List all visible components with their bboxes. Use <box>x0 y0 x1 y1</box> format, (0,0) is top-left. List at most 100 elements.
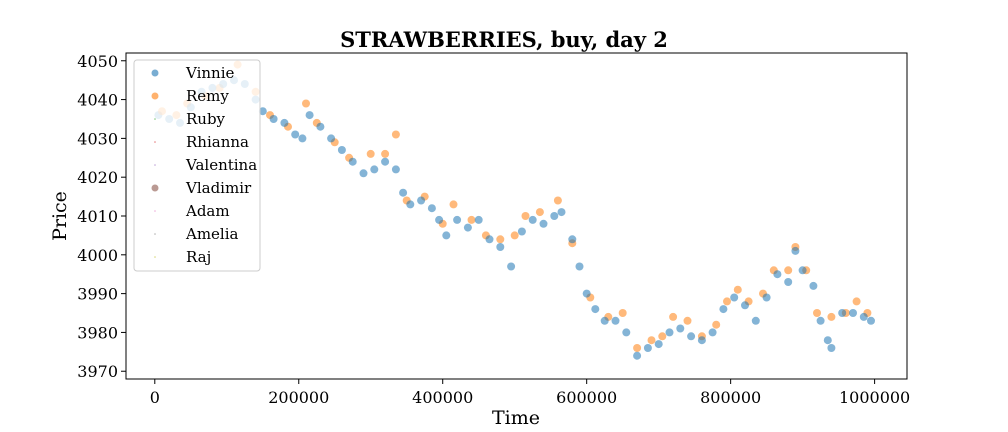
data-point-remy <box>496 235 505 244</box>
data-point-vinnie <box>591 305 600 314</box>
legend-label: Ruby <box>186 110 226 128</box>
x-axis-ticks: 0 200000 400000 600000 800000 1000000 <box>150 379 910 407</box>
data-point-vinnie <box>381 157 390 166</box>
legend-marker <box>151 69 159 77</box>
x-axis-label: Time <box>492 407 540 429</box>
data-point-vinnie <box>463 223 472 232</box>
legend-label: Adam <box>185 202 230 220</box>
data-point-vinnie <box>453 215 462 224</box>
data-point-vinnie <box>633 351 642 360</box>
data-point-vinnie <box>485 235 494 244</box>
data-point-vinnie <box>751 316 760 325</box>
data-point-vinnie <box>665 328 674 337</box>
legend-marker <box>154 233 156 235</box>
data-point-vinnie <box>568 235 577 244</box>
data-point-remy <box>302 99 310 108</box>
data-point-remy <box>391 130 400 139</box>
data-point-remy <box>683 316 692 325</box>
data-point-vinnie <box>730 293 739 302</box>
data-point-vinnie <box>600 316 609 325</box>
data-point-vinnie <box>258 107 267 116</box>
data-point-vinnie <box>762 293 771 302</box>
data-point-vinnie <box>391 165 400 174</box>
data-point-remy <box>633 344 642 352</box>
data-point-vinnie <box>791 246 800 255</box>
y-axis-ticks: 3970 3980 3990 4000 4010 4020 4030 4040 4050 <box>77 52 126 381</box>
data-point-vinnie <box>741 301 749 310</box>
data-point-remy <box>618 309 627 317</box>
legend-marker <box>154 256 156 258</box>
data-point-remy <box>669 312 678 321</box>
x-tick-label: 400000 <box>412 388 473 407</box>
legend-frame <box>133 59 261 272</box>
data-point-remy <box>381 149 390 158</box>
data-point-vinnie <box>654 340 663 349</box>
data-point-remy <box>647 336 656 345</box>
legend-label: Raj <box>186 248 211 266</box>
x-tick-label: 800000 <box>700 388 761 407</box>
data-point-remy <box>712 320 721 329</box>
legend-label: Rhianna <box>186 133 249 151</box>
data-point-vinnie <box>517 227 526 236</box>
legend-label: Amelia <box>185 225 239 243</box>
x-tick-label: 200000 <box>268 388 329 407</box>
y-tick-label: 4040 <box>77 91 118 110</box>
data-point-vinnie <box>557 208 566 217</box>
data-point-remy <box>467 215 476 224</box>
y-tick-label: 3980 <box>77 323 118 342</box>
data-point-vinnie <box>708 328 717 337</box>
data-point-remy <box>366 149 375 158</box>
legend-marker <box>151 92 159 100</box>
y-tick-label: 4050 <box>77 52 118 71</box>
data-point-vinnie <box>496 243 505 251</box>
data-point-vinnie <box>298 134 307 143</box>
chart-title: STRAWBERRIES, buy, day 2 <box>340 27 668 52</box>
legend-marker <box>151 184 159 192</box>
data-point-vinnie <box>406 200 415 209</box>
data-point-remy <box>827 312 836 321</box>
data-point-remy <box>723 297 731 306</box>
data-point-vinnie <box>507 262 516 271</box>
x-tick-label: 1000000 <box>839 388 910 407</box>
data-point-remy <box>658 332 667 341</box>
data-point-vinnie <box>442 231 451 240</box>
data-point-vinnie <box>719 305 728 314</box>
y-tick-label: 4020 <box>77 168 118 187</box>
data-point-vinnie <box>838 309 847 317</box>
data-point-remy <box>784 266 793 275</box>
data-point-remy <box>510 231 519 240</box>
data-point-vinnie <box>359 169 368 178</box>
data-point-vinnie <box>867 316 875 325</box>
legend-label: Remy <box>186 87 229 105</box>
data-point-vinnie <box>550 212 559 220</box>
data-point-vinnie <box>798 266 807 275</box>
data-point-remy <box>852 297 861 306</box>
data-point-vinnie <box>435 215 444 224</box>
data-point-vinnie <box>337 146 346 154</box>
data-point-vinnie <box>575 262 584 271</box>
data-point-remy <box>813 309 821 317</box>
data-point-remy <box>521 212 530 220</box>
data-point-remy <box>449 200 458 209</box>
data-point-vinnie <box>859 312 868 321</box>
data-point-vinnie <box>348 157 357 166</box>
data-point-vinnie <box>280 118 289 127</box>
legend-label: Vinnie <box>185 64 234 82</box>
legend-marker <box>154 141 156 143</box>
data-point-vinnie <box>528 215 537 224</box>
data-point-vinnie <box>816 316 825 325</box>
x-tick-label: 0 <box>150 388 160 407</box>
legend-marker <box>154 164 156 166</box>
y-axis-label: Price <box>49 191 71 241</box>
data-point-vinnie <box>327 134 336 143</box>
data-point-vinnie <box>849 309 857 317</box>
data-point-vinnie <box>417 196 426 205</box>
x-tick-label: 600000 <box>556 388 617 407</box>
data-point-vinnie <box>676 324 685 333</box>
legend-marker <box>154 210 156 212</box>
legend-marker <box>154 118 156 120</box>
data-point-vinnie <box>399 188 408 197</box>
y-tick-label: 4030 <box>77 129 118 148</box>
y-tick-label: 3970 <box>77 362 118 381</box>
